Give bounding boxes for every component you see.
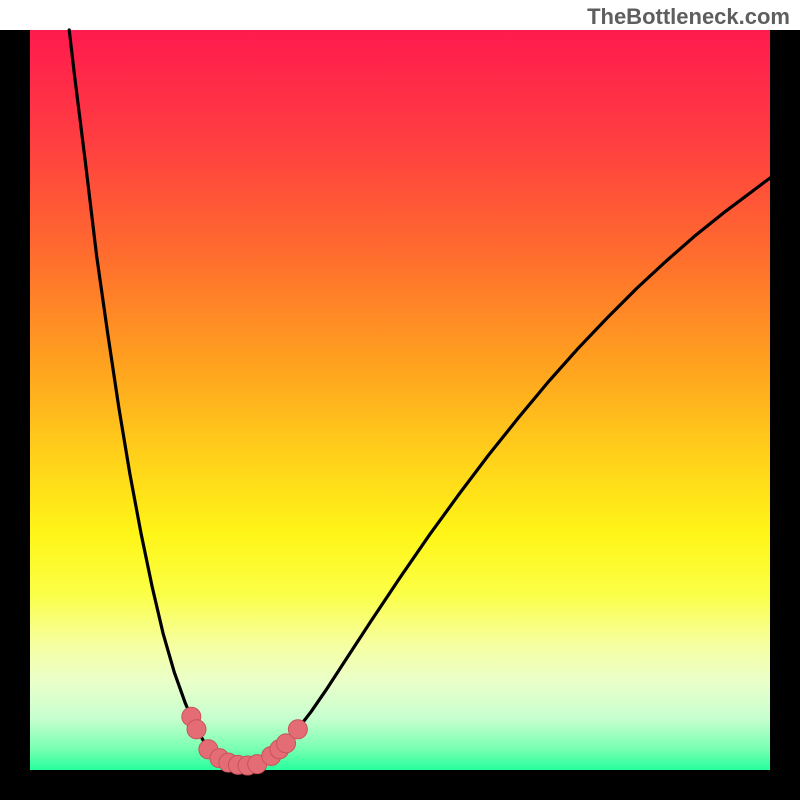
site-watermark: TheBottleneck.com	[0, 0, 800, 30]
bottleneck-curve-chart	[0, 0, 800, 800]
curve-marker	[288, 720, 307, 739]
curve-marker	[187, 720, 206, 739]
chart-container: TheBottleneck.com	[0, 0, 800, 800]
gradient-background	[30, 30, 770, 770]
